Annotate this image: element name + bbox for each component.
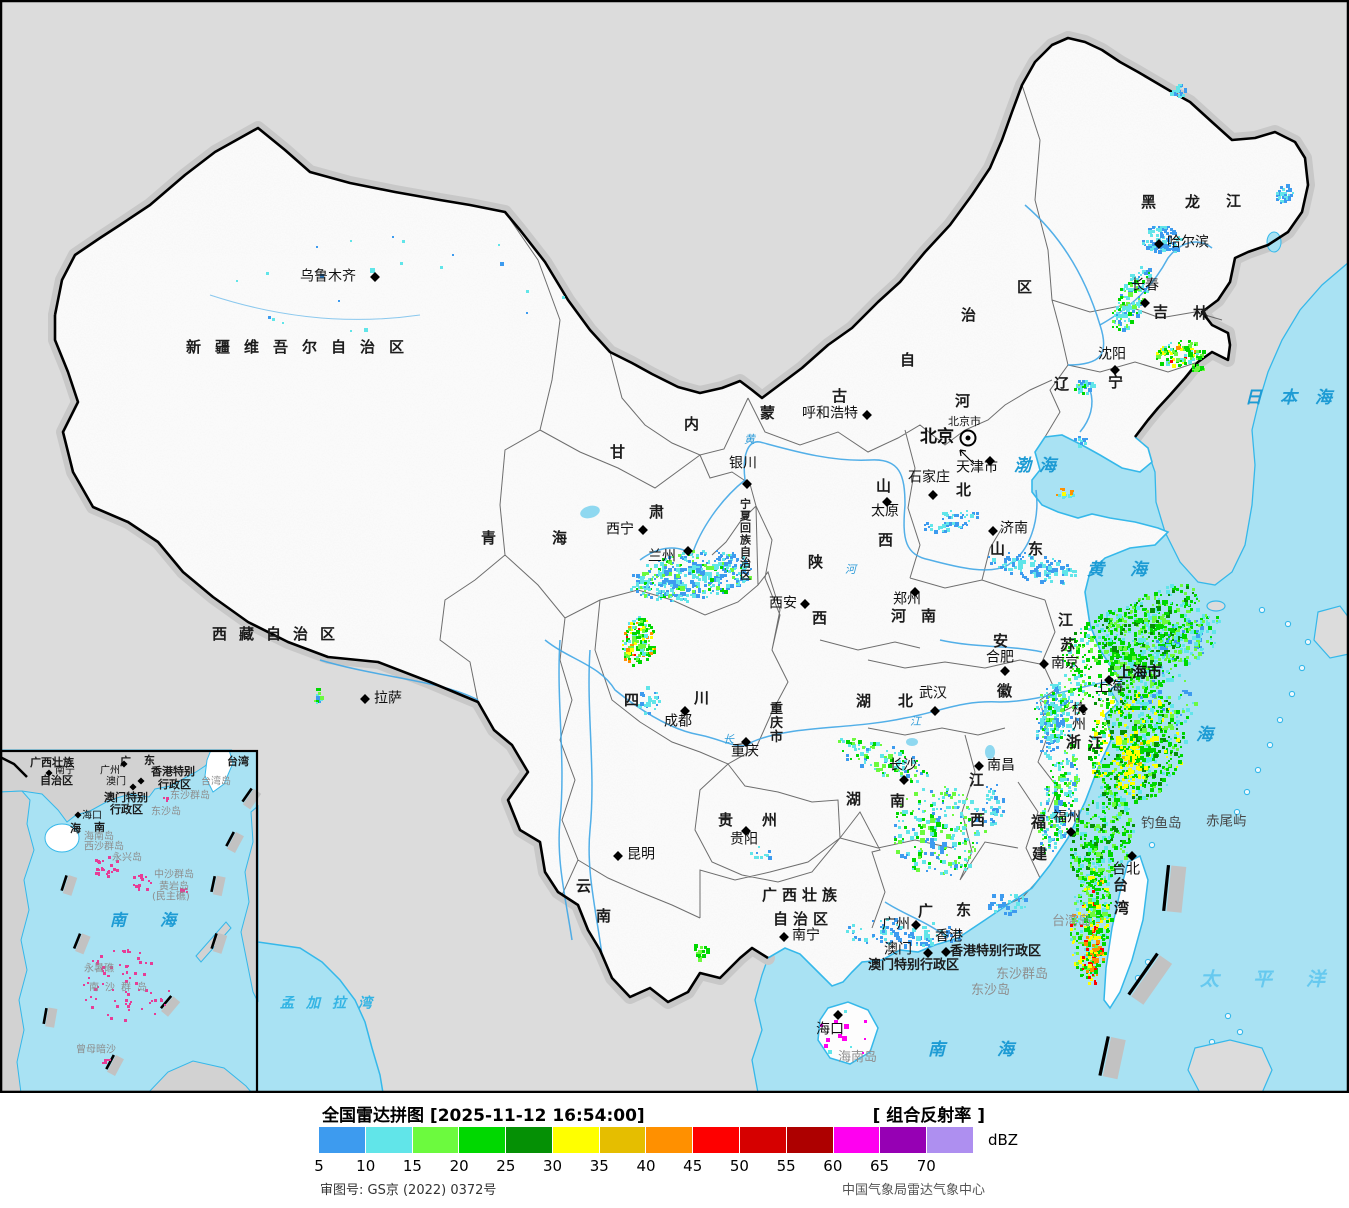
colorbar-segment: [786, 1127, 833, 1153]
colorbar-tick: 30: [543, 1157, 563, 1175]
china-radar-map: 新疆维吾尔自治区 西藏自治区 青海甘肃内蒙古自治区宁 夏 回 族 自 治 区陕西山西…: [0, 0, 1349, 1093]
colorbar-tick: 45: [683, 1157, 703, 1175]
colorbar-segment: [506, 1127, 552, 1153]
colorbar-tick: 50: [729, 1157, 749, 1175]
map-canvas: [0, 0, 1349, 1093]
colorbar-segment: [740, 1127, 786, 1153]
legend-title: 全国雷达拼图 [2025-11-12 16:54:00]: [322, 1106, 645, 1126]
colorbar-tick: 60: [823, 1157, 843, 1175]
colorbar-tick: 35: [589, 1157, 609, 1175]
colorbar-tick: 5: [314, 1157, 324, 1175]
colorbar-segment: [693, 1127, 740, 1153]
colorbar-tick: 15: [402, 1157, 422, 1175]
colorbar-segment: [599, 1127, 646, 1153]
colorbar-tick: 20: [449, 1157, 469, 1175]
colorbar-segment: [412, 1127, 459, 1153]
colorbar-segment: [927, 1127, 973, 1153]
colorbar-unit: dBZ: [988, 1131, 1019, 1149]
colorbar-tick: 65: [870, 1157, 890, 1175]
colorbar-ticks: 5 10 15 20 25 30 35 40 45 50 55 60 65 70: [0, 1155, 1349, 1175]
colorbar: [319, 1127, 973, 1153]
colorbar-segment: [319, 1127, 365, 1153]
colorbar-tick: 40: [636, 1157, 656, 1175]
colorbar-segment: [646, 1127, 693, 1153]
colorbar-segment: [365, 1127, 412, 1153]
colorbar-tick: 70: [916, 1157, 936, 1175]
colorbar-tick: 55: [776, 1157, 796, 1175]
colorbar-segment: [880, 1127, 927, 1153]
colorbar-segment: [459, 1127, 506, 1153]
legend-product: [ 组合反射率 ]: [872, 1106, 985, 1126]
legend-panel: 全国雷达拼图 [2025-11-12 16:54:00] [ 组合反射率 ] d…: [0, 1093, 1349, 1208]
data-source: 中国气象局雷达气象中心: [841, 1183, 985, 1198]
colorbar-segment: [552, 1127, 599, 1153]
inset-island-marks: [83, 797, 188, 1064]
south-china-sea-inset: [0, 749, 262, 1093]
colorbar-tick: 10: [356, 1157, 376, 1175]
colorbar-tick: 25: [496, 1157, 516, 1175]
colorbar-segment: [833, 1127, 880, 1153]
map-license: 审图号: GS京 (2022) 0372号: [320, 1183, 497, 1198]
